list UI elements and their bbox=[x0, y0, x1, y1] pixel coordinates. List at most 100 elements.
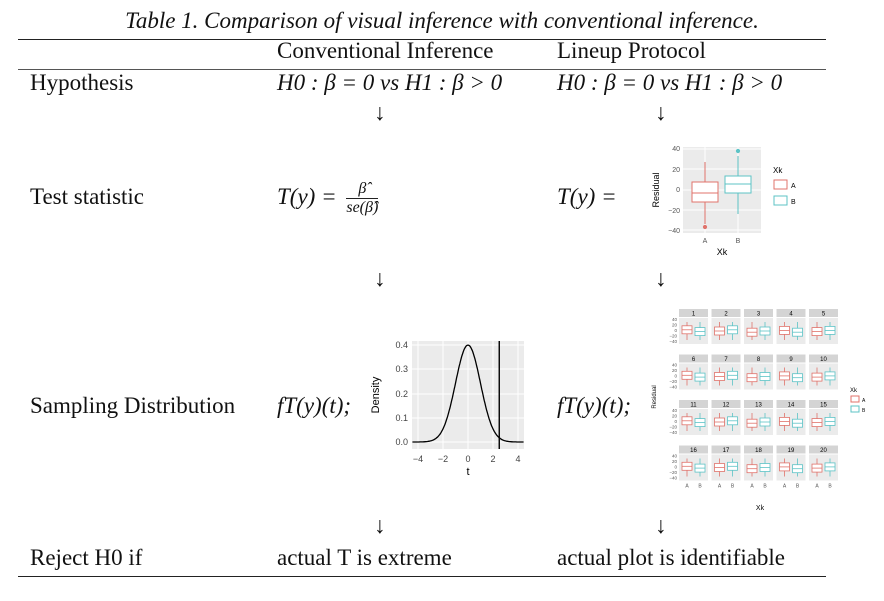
lineup-panel-number: 16 bbox=[690, 448, 697, 454]
lineup-ytick: 40 bbox=[672, 363, 678, 368]
lineup-legend-title: Xk bbox=[850, 388, 858, 394]
density-figure: 0.0 0.1 0.2 0.3 0.4 Density −4 −2 0 2 4 … bbox=[370, 340, 524, 478]
density-curve bbox=[412, 344, 524, 443]
density-xtick: 4 bbox=[515, 454, 520, 464]
column-header-lineup: Lineup Protocol bbox=[557, 38, 706, 63]
lineup-strip bbox=[679, 354, 708, 363]
lineup-panel-number: 20 bbox=[820, 448, 827, 454]
lineup-xtick: A bbox=[718, 484, 722, 490]
hypothesis-lineup: H0 : β = 0 vs H1 : β > 0 bbox=[557, 70, 783, 95]
lineup-xtick: B bbox=[731, 484, 735, 490]
lineup-xtick: A bbox=[685, 484, 689, 490]
lineup-ytick: 20 bbox=[672, 414, 678, 419]
lineup-strip bbox=[711, 400, 741, 408]
lineup-strip bbox=[744, 354, 773, 363]
boxplot-xlabel: Xk bbox=[717, 247, 728, 257]
lineup-ytick: −20 bbox=[669, 470, 677, 475]
lineup-strip bbox=[776, 445, 806, 454]
lineup-panel-number: 5 bbox=[822, 312, 826, 318]
boxplot-ytick: 20 bbox=[672, 167, 680, 174]
lineup-panel-number: 17 bbox=[723, 448, 730, 454]
lineup-xtick: A bbox=[750, 484, 754, 490]
density-xtick: 2 bbox=[490, 454, 495, 464]
lineup-panel-number: 14 bbox=[788, 403, 795, 409]
lineup-ytick: 40 bbox=[672, 454, 678, 459]
sampling-conventional: fT(y)(t); bbox=[277, 393, 352, 418]
lineup-ytick: 40 bbox=[672, 408, 678, 413]
boxplot-ytick: 40 bbox=[672, 146, 680, 153]
hypothesis-conventional: H0 : β = 0 vs H1 : β > 0 bbox=[277, 70, 503, 95]
lineup-ytick: 0 bbox=[674, 374, 677, 379]
legend-key-b bbox=[773, 195, 788, 206]
density-ytick: 0.3 bbox=[395, 364, 408, 374]
table-caption: Table 1. Comparison of visual inference … bbox=[125, 8, 759, 33]
lineup-ytick: 40 bbox=[672, 317, 678, 322]
lineup-strip bbox=[711, 309, 741, 317]
lineup-strip bbox=[809, 309, 838, 317]
lineup-panel-number: 12 bbox=[723, 403, 730, 409]
arrow-down-5: ↓ bbox=[374, 513, 386, 538]
lineup-panel-number: 13 bbox=[755, 403, 762, 409]
lineup-xtick: B bbox=[828, 484, 832, 490]
row-label-sampling-distribution: Sampling Distribution bbox=[30, 393, 236, 418]
lineup-strip bbox=[679, 309, 708, 317]
lineup-strip bbox=[711, 354, 741, 363]
lineup-strip bbox=[776, 309, 806, 317]
lineup-ytick: 0 bbox=[674, 465, 677, 470]
lineup-ytick: −20 bbox=[669, 334, 677, 339]
lineup-strip bbox=[744, 309, 773, 317]
lineup-panel-number: 8 bbox=[757, 357, 761, 363]
reject-lineup: actual plot is identifiable bbox=[557, 545, 786, 570]
fraction-numerator: β̂ bbox=[346, 180, 379, 199]
test-statistic-lineup: T(y) = bbox=[557, 184, 617, 209]
lineup-ytick: −40 bbox=[669, 339, 677, 344]
lineup-strip bbox=[679, 400, 708, 408]
lineup-panel-number: 2 bbox=[724, 312, 728, 318]
lineup-strip bbox=[711, 445, 741, 454]
lineup-ytick: 20 bbox=[672, 459, 678, 464]
test-statistic-conventional: T(y) = β̂ se(β̂) bbox=[277, 180, 379, 217]
beta-hat-fraction: β̂ se(β̂) bbox=[346, 180, 379, 217]
fraction-denominator: se(β̂) bbox=[346, 199, 379, 216]
lineup-strip bbox=[776, 354, 806, 363]
arrow-down-2: ↓ bbox=[655, 100, 667, 125]
boxplot-ytick: −40 bbox=[668, 228, 680, 235]
arrow-down-6: ↓ bbox=[655, 513, 667, 538]
lineup-strip bbox=[744, 400, 773, 408]
bottom-rule bbox=[18, 576, 826, 577]
lineup-xlabel: Xk bbox=[756, 505, 765, 512]
boxplot-figure: 40 20 0 −20 −40 Residual A B Xk Xk A B bbox=[651, 146, 796, 257]
boxplot-ytick: −20 bbox=[668, 208, 680, 215]
lineup-ytick: 20 bbox=[672, 323, 678, 328]
density-ytick: 0.0 bbox=[395, 437, 408, 447]
reject-conventional: actual T is extreme bbox=[277, 545, 452, 570]
lineup-strip bbox=[809, 445, 838, 454]
lineup-ytick: 20 bbox=[672, 368, 678, 373]
lineup-panel-number: 19 bbox=[788, 448, 795, 454]
density-xlabel: t bbox=[466, 466, 469, 478]
lineup-panel-number: 15 bbox=[820, 403, 827, 409]
lineup-ytick: −40 bbox=[669, 385, 677, 390]
t-of-y-lhs: T(y) = bbox=[277, 183, 337, 209]
legend-label-b: B bbox=[791, 199, 796, 206]
lineup-ytick: −20 bbox=[669, 379, 677, 384]
boxplot-box-b bbox=[724, 148, 752, 214]
density-ytick: 0.2 bbox=[395, 389, 408, 399]
lineup-ytick: −40 bbox=[669, 430, 677, 435]
lineup-panel-number: 18 bbox=[755, 448, 762, 454]
lineup-ytick: 0 bbox=[674, 419, 677, 424]
legend-label-a: A bbox=[791, 183, 796, 190]
column-header-conventional: Conventional Inference bbox=[277, 38, 494, 63]
density-ytick: 0.4 bbox=[395, 340, 408, 350]
lineup-ylabel: Residual bbox=[652, 385, 658, 408]
lineup-legend-label-b: B bbox=[862, 408, 866, 414]
lineup-ytick: 0 bbox=[674, 328, 677, 333]
density-xtick: 0 bbox=[465, 454, 470, 464]
lineup-strip bbox=[744, 445, 773, 454]
density-ylabel: Density bbox=[370, 376, 382, 413]
header-rule bbox=[18, 69, 826, 70]
lineup-ytick: −40 bbox=[669, 476, 677, 481]
lineup-legend-key-a bbox=[850, 395, 860, 403]
sampling-lineup: fT(y)(t); bbox=[557, 393, 632, 418]
